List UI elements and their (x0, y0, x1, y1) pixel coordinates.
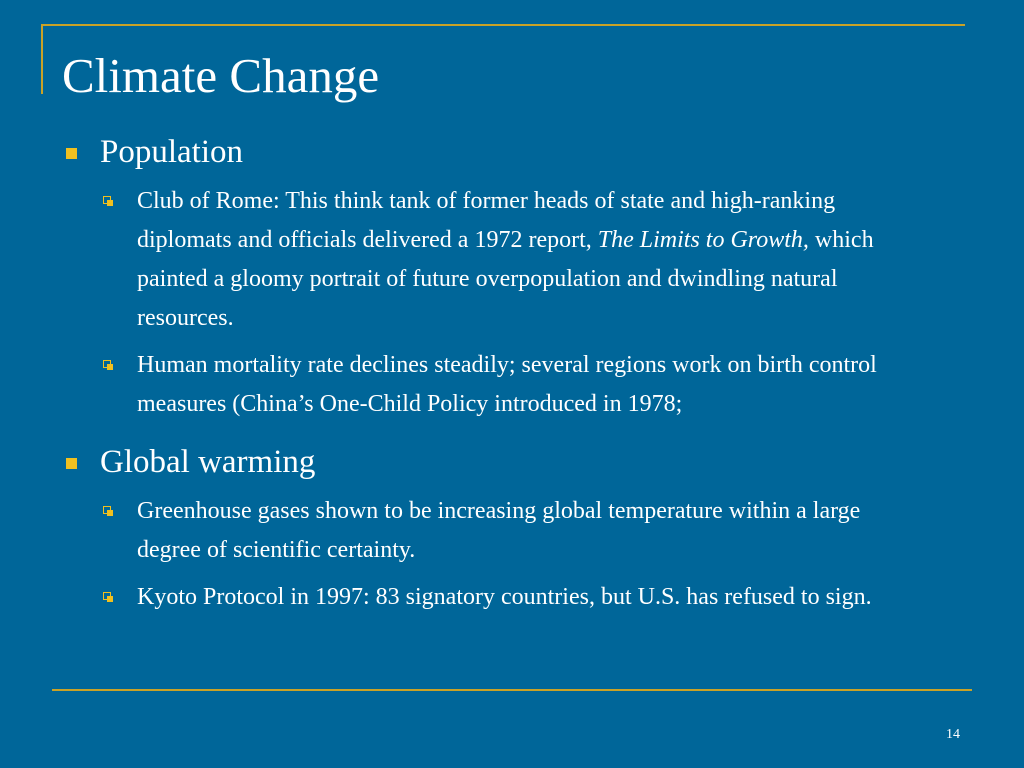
slide-title: Climate Change (62, 48, 380, 103)
section-heading-population: Population (62, 130, 962, 174)
hollow-square-bullet-icon (103, 196, 111, 204)
list-item-club-of-rome: Club of Rome: This think tank of former … (62, 182, 882, 338)
filled-square-bullet-icon (66, 458, 77, 469)
section-heading-text: Population (100, 134, 244, 170)
hollow-square-bullet-icon (103, 506, 111, 514)
list-item-text-continued: which painted a gloomy portrait of futur… (137, 227, 874, 331)
frame-bottom-line (52, 689, 972, 691)
list-item-text: Human mortality rate declines steadily; … (137, 352, 877, 417)
hollow-square-bullet-icon (103, 360, 111, 368)
slide-content: Population Club of Rome: This think tank… (62, 130, 962, 617)
list-item-kyoto: Kyoto Protocol in 1997: 83 signatory cou… (62, 578, 882, 617)
page-number: 14 (946, 727, 960, 742)
filled-square-bullet-icon (66, 148, 77, 159)
section-heading-text: Global warming (100, 444, 316, 480)
list-item-mortality: Human mortality rate declines steadily; … (62, 346, 882, 424)
list-item-text: Greenhouse gases shown to be increasing … (137, 498, 861, 563)
frame-top-line (41, 24, 965, 26)
hollow-square-bullet-icon (103, 592, 111, 600)
list-item-text: Club of Rome: This think tank of former … (137, 188, 836, 253)
report-title: The Limits to Growth, (597, 227, 809, 253)
section-heading-global-warming: Global warming (62, 440, 962, 484)
list-item-greenhouse: Greenhouse gases shown to be increasing … (62, 492, 882, 570)
list-item-text: Kyoto Protocol in 1997: 83 signatory cou… (137, 584, 872, 610)
frame-left-line (41, 24, 43, 94)
